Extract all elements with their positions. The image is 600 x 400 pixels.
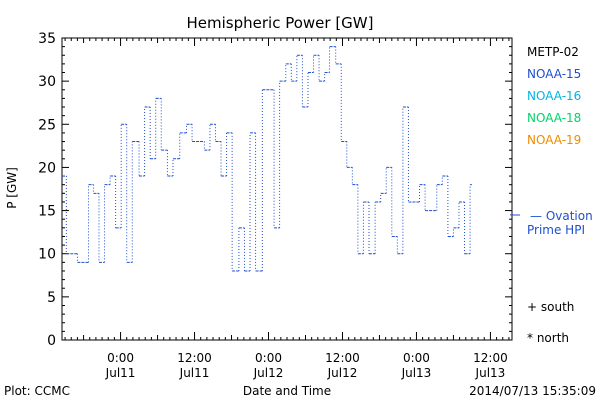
y-tick-label: 5 [47, 290, 56, 306]
x-tick-time-label: 0:00 [107, 351, 134, 365]
plot-frame [61, 37, 513, 341]
x-tick-date-label: Jul13 [475, 366, 506, 380]
legend-north: * north [527, 331, 569, 345]
y-axis-label: P [GW] [5, 167, 19, 209]
y-tick-label: 25 [38, 117, 56, 133]
y-tick-label: 30 [38, 74, 56, 90]
x-tick-time-label: 12:00 [325, 351, 360, 365]
ovation-label-1: — Ovation [530, 209, 593, 223]
x-tick-time-label: 12:00 [473, 351, 508, 365]
legend-entry: NOAA-16 [527, 89, 581, 103]
legend-entry: NOAA-18 [527, 111, 581, 125]
ovation-label-2: Prime HPI [527, 223, 585, 237]
x-axis-label: Date and Time [243, 384, 331, 398]
footer-plot-credit: Plot: CCMC [4, 384, 70, 398]
legend-entry: METP-02 [527, 45, 579, 59]
x-tick-date-label: Jul12 [327, 366, 358, 380]
x-tick-time-label: 12:00 [177, 351, 212, 365]
x-axis: 0:00Jul1112:00Jul110:00Jul1212:00Jul120:… [64, 38, 510, 380]
y-tick-label: 20 [38, 160, 56, 176]
chart-title: Hemispheric Power [GW] [187, 14, 374, 32]
x-tick-date-label: Jul11 [105, 366, 136, 380]
legend-south: + south [527, 300, 574, 314]
y-tick-label: 10 [38, 247, 56, 263]
legend-entry: NOAA-15 [527, 67, 581, 81]
footer-timestamp: 2014/07/13 15:35:09 [469, 384, 596, 398]
series-layer [62, 46, 513, 272]
y-tick-label: 35 [38, 31, 56, 47]
legend-entry: NOAA-19 [527, 133, 581, 147]
x-tick-date-label: Jul12 [253, 366, 284, 380]
x-tick-time-label: 0:00 [255, 351, 282, 365]
x-tick-date-label: Jul11 [179, 366, 210, 380]
legend: METP-02 NOAA-15 NOAA-16 NOAA-18 NOAA-19 [527, 45, 581, 147]
x-tick-time-label: 0:00 [403, 351, 430, 365]
x-tick-date-label: Jul13 [401, 366, 432, 380]
y-tick-label: 15 [38, 204, 56, 220]
y-axis: 0 5 10 15 20 25 30 35 [38, 31, 512, 349]
y-tick-label: 0 [47, 333, 56, 349]
